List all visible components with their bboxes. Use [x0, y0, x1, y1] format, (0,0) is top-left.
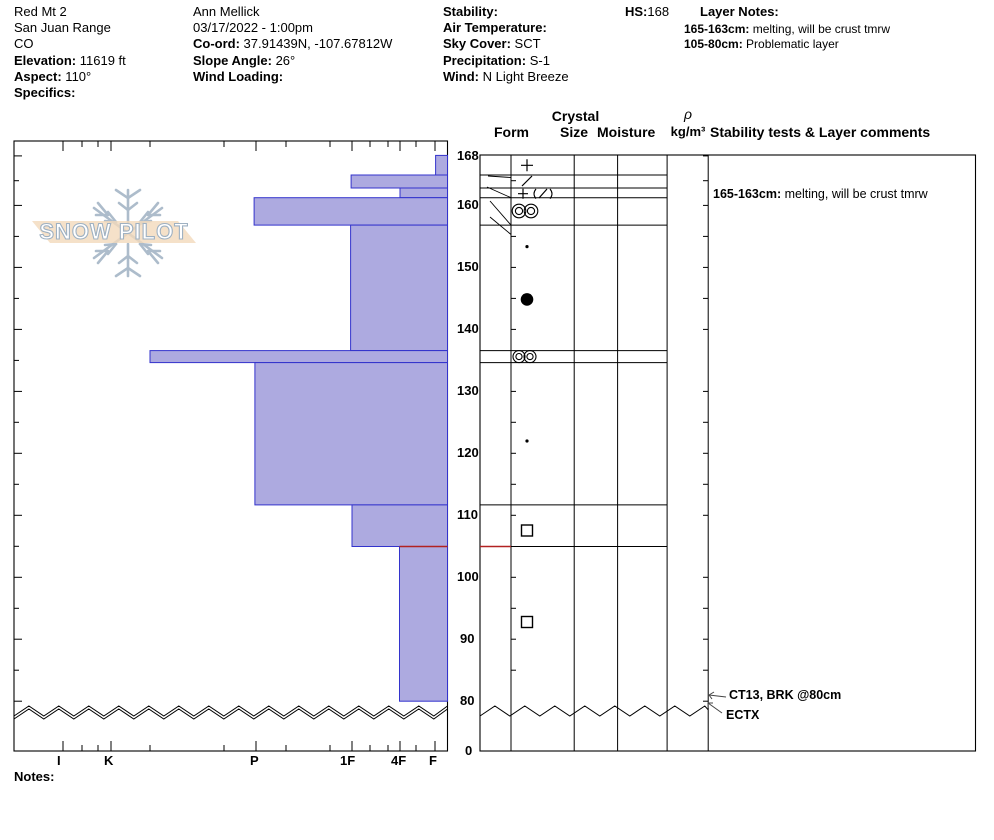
svg-text:SNOW PILOT: SNOW PILOT	[39, 219, 188, 244]
